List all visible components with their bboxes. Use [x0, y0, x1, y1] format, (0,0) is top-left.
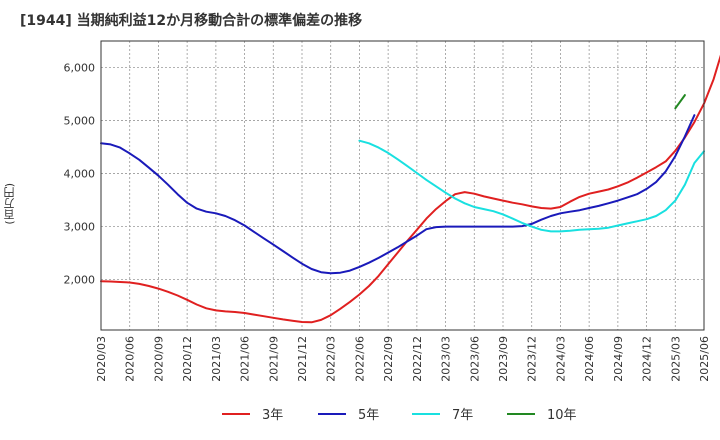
x-tick-label: 2020/06: [124, 336, 137, 382]
x-tick-label: 2021/03: [210, 336, 223, 382]
x-tick-label: 2025/03: [669, 336, 682, 382]
x-tick-label: 2024/03: [554, 336, 567, 382]
x-tick-label: 2021/09: [267, 336, 280, 382]
x-tick-label: 2024/06: [583, 336, 596, 382]
series-line-7年: [358, 139, 705, 233]
series-line-3年: [100, 54, 720, 324]
chart-title: [1944] 当期純利益12か月移動合計の標準偏差の推移: [20, 13, 363, 29]
x-tick-label: 2024/09: [612, 336, 625, 382]
legend-label: 5年: [358, 408, 379, 423]
x-tick-label: 2022/03: [325, 336, 338, 382]
x-tick-label: 2025/06: [698, 336, 711, 382]
y-axis-ticks: 2,000 3,000 4,000 5,000 6,000: [64, 62, 96, 287]
x-tick-label: 2021/06: [239, 336, 252, 382]
x-tick-label: 2020/09: [152, 336, 165, 382]
y-tick-label: 4,000: [64, 168, 96, 181]
x-tick-label: 2023/09: [497, 336, 510, 382]
y-tick-label: 5,000: [64, 115, 96, 128]
plot-area-frame: [100, 40, 705, 331]
series-lines: [100, 54, 720, 324]
legend-label: 3年: [262, 408, 283, 423]
x-tick-label: 2022/06: [353, 336, 366, 382]
x-tick-label: 2020/12: [181, 336, 194, 382]
x-tick-label: 2023/03: [440, 336, 453, 382]
legend: 3年 5年 7年 10年: [222, 408, 577, 423]
grid-lines: [100, 41, 705, 330]
y-tick-label: 2,000: [64, 274, 96, 287]
legend-label: 7年: [452, 408, 473, 423]
x-tick-label: 2021/12: [296, 336, 309, 382]
x-tick-label: 2023/12: [526, 336, 539, 382]
x-tick-label: 2023/06: [468, 336, 481, 382]
x-tick-label: 2024/12: [641, 336, 654, 382]
x-tick-label: 2022/12: [411, 336, 424, 382]
x-tick-label: 2022/09: [382, 336, 395, 382]
x-tick-label: 2020/03: [95, 336, 108, 382]
x-axis-ticks: 2020/03 2020/06 2020/09 2020/12 2021/03 2021/…: [95, 336, 711, 382]
y-tick-label: 3,000: [64, 221, 96, 234]
legend-label: 10年: [547, 408, 577, 423]
series-line-5年: [100, 114, 696, 275]
y-tick-label: 6,000: [64, 62, 96, 75]
series-line-10年: [674, 94, 686, 110]
